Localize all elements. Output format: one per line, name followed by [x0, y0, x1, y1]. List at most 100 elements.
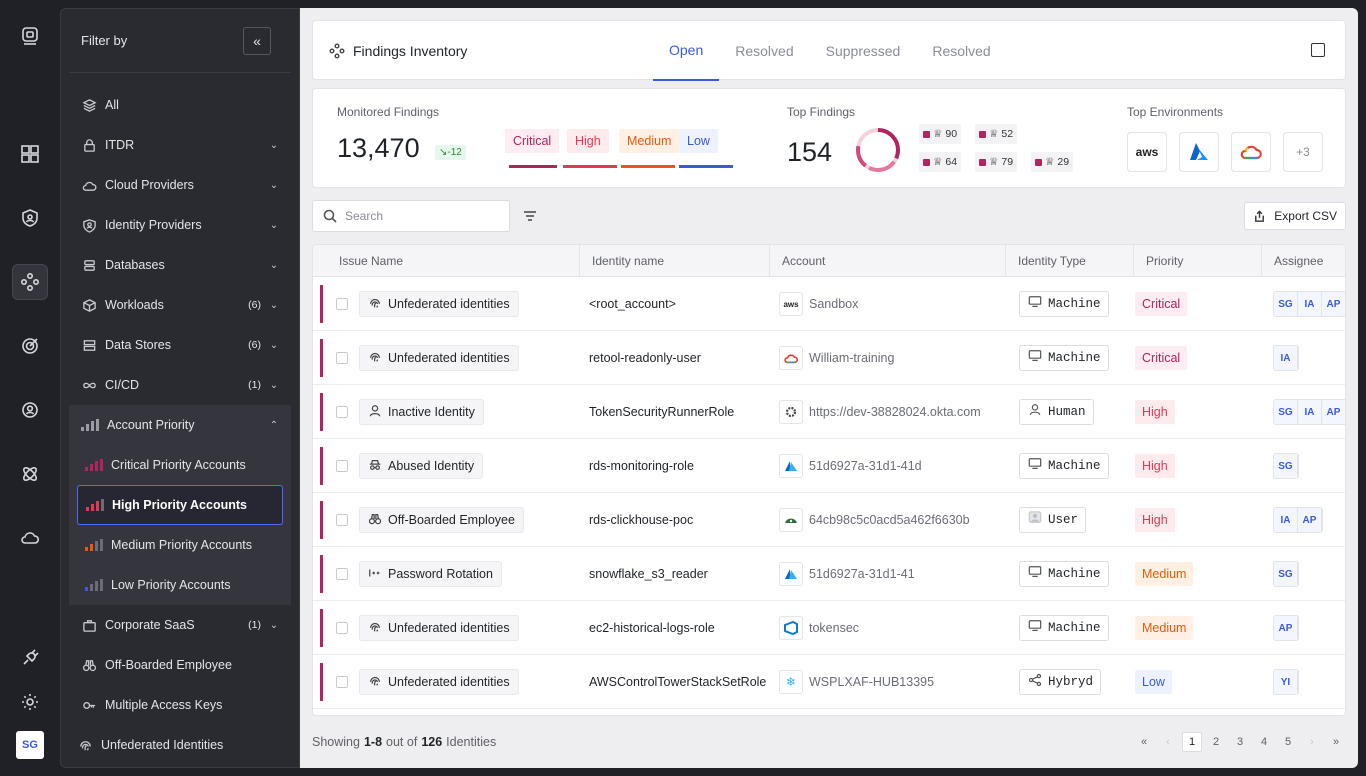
priority-chip-low[interactable]: Low	[679, 129, 718, 153]
collapse-sidebar-button[interactable]: «	[243, 26, 271, 55]
identity-name[interactable]: rds-clickhouse-poc	[589, 513, 694, 527]
issue-tag[interactable]: Unfederated identities	[359, 615, 519, 641]
col-identity-type[interactable]: Identity Type	[1005, 245, 1133, 277]
account-name[interactable]: 64cb98c5c0acd5a462f6630b	[809, 513, 970, 527]
assignee-avatar[interactable]: AP	[1274, 616, 1298, 640]
chevron-down-icon[interactable]: ⌄	[269, 219, 279, 231]
aws-logo[interactable]: aws	[1127, 132, 1167, 172]
identity-name[interactable]: rds-monitoring-role	[589, 459, 694, 473]
assignee-avatar[interactable]: AP	[1322, 292, 1345, 316]
shield-user-icon[interactable]	[12, 200, 48, 236]
tab-resolved-2[interactable]: Resolved	[932, 43, 991, 59]
filter-item-unfederated-identities[interactable]: Unfederated Identities	[61, 725, 299, 765]
gcp-logo[interactable]	[1231, 132, 1271, 172]
col-priority[interactable]: Priority	[1133, 245, 1261, 277]
filter-item-cloud-providers[interactable]: Cloud Providers ⌄	[61, 165, 299, 205]
page-button[interactable]: 5	[1284, 736, 1292, 748]
priority-chip-medium[interactable]: Medium	[619, 129, 680, 153]
table-row[interactable]: Unfederated identities ec2-historical-log…	[313, 601, 1345, 655]
account-name[interactable]: 51d6927a-31d1-41	[809, 567, 915, 581]
next-page-icon[interactable]: ›	[1310, 736, 1314, 748]
assignee-avatar[interactable]: AP	[1298, 508, 1322, 532]
account-name[interactable]: WSPLXAF-HUB13395	[809, 675, 935, 689]
table-row[interactable]: Inactive Identity TokenSecurityRunnerRole…	[313, 385, 1345, 439]
filter-sub-medium-priority-accounts[interactable]: Medium Priority Accounts	[69, 525, 291, 565]
issue-tag[interactable]: Unfederated identities	[359, 345, 519, 371]
page-button[interactable]: 1	[1182, 732, 1202, 752]
issue-tag[interactable]: Unfederated identities	[359, 291, 519, 317]
issue-tag[interactable]: Off-Boarded Employee	[359, 507, 524, 533]
filter-sub-low-priority-accounts[interactable]: Low Priority Accounts	[69, 565, 291, 605]
expand-icon[interactable]	[1311, 43, 1325, 57]
filter-item-data-stores[interactable]: Data Stores (6) ⌄	[61, 325, 299, 365]
top-finding-chip[interactable]: ♕ 64	[919, 152, 962, 172]
identity-name[interactable]: TokenSecurityRunnerRole	[589, 405, 735, 419]
chevron-down-icon[interactable]: ⌄	[269, 379, 279, 391]
atom-icon[interactable]	[12, 456, 48, 492]
filter-item-itdr[interactable]: ITDR ⌄	[61, 125, 299, 165]
identity-name[interactable]: AWSControlTowerStackSetRole	[589, 675, 767, 689]
identity-name[interactable]: snowflake_s3_reader	[589, 567, 708, 581]
table-row[interactable]: Unfederated identities AWSControlTowerSta…	[313, 655, 1345, 709]
priority-chip-high[interactable]: High	[567, 129, 609, 153]
gear-icon[interactable]	[12, 684, 48, 720]
row-checkbox[interactable]	[336, 568, 348, 580]
identity-name[interactable]: ec2-historical-logs-role	[589, 621, 715, 635]
assignee-avatar[interactable]: IA	[1274, 346, 1298, 370]
more-environments[interactable]: +3	[1283, 132, 1323, 172]
top-finding-chip[interactable]: ♕ 52	[975, 124, 1018, 144]
assignee-avatar[interactable]: SG	[1274, 292, 1298, 316]
account-name[interactable]: tokensec	[809, 621, 860, 635]
table-row[interactable]: Password Rotation snowflake_s3_reader 51d6…	[313, 547, 1345, 601]
filter-item-identity-providers[interactable]: Identity Providers ⌄	[61, 205, 299, 245]
assignee-avatar[interactable]: SG	[1274, 562, 1298, 586]
filter-item-corporate-saas[interactable]: Corporate SaaS (1) ⌄	[61, 605, 299, 645]
chevron-down-icon[interactable]: ⌄	[269, 139, 279, 151]
row-checkbox[interactable]	[336, 460, 348, 472]
issue-tag[interactable]: Password Rotation	[359, 561, 502, 587]
chevron-down-icon[interactable]: ⌄	[269, 179, 279, 191]
tab-suppressed[interactable]: Suppressed	[825, 43, 901, 59]
top-finding-chip[interactable]: ♕ 90	[919, 124, 962, 144]
chevron-down-icon[interactable]: ⌄	[269, 299, 279, 311]
chevron-up-icon[interactable]: ⌃	[269, 419, 279, 431]
row-checkbox[interactable]	[336, 622, 348, 634]
azure-logo[interactable]	[1179, 132, 1219, 172]
table-row[interactable]: Unfederated identities retool-readonly-us…	[313, 331, 1345, 385]
avatar[interactable]: SG	[16, 731, 44, 759]
dashboard-icon[interactable]	[12, 136, 48, 172]
priority-chip-critical[interactable]: Critical	[505, 129, 560, 153]
issue-tag[interactable]: Unfederated identities	[359, 669, 519, 695]
filter-item-off-boarded-employee[interactable]: Off-Boarded Employee	[61, 645, 299, 685]
table-row[interactable]: Abused Identity rds-monitoring-role 51d692…	[313, 439, 1345, 493]
row-checkbox[interactable]	[336, 352, 348, 364]
assignee-avatar[interactable]: YI	[1274, 670, 1298, 694]
tab-resolved[interactable]: Resolved	[735, 43, 794, 59]
filter-icon[interactable]	[522, 208, 538, 224]
page-button[interactable]: 3	[1236, 736, 1244, 748]
page-button[interactable]: 4	[1260, 736, 1268, 748]
chevron-down-icon[interactable]: ⌄	[269, 619, 279, 631]
issue-tag[interactable]: Abused Identity	[359, 453, 484, 479]
filter-item-workloads[interactable]: Workloads (6) ⌄	[61, 285, 299, 325]
table-row[interactable]: Off-Boarded Employee rds-clickhouse-poc 64…	[313, 493, 1345, 547]
table-row[interactable]: Unfederated identities <root_account> aws S…	[313, 277, 1345, 331]
identity-name[interactable]: retool-readonly-user	[589, 351, 701, 365]
cloud-icon[interactable]	[12, 520, 48, 556]
account-name[interactable]: Sandbox	[809, 297, 859, 311]
filter-item-multiple-access-keys[interactable]: Multiple Access Keys	[61, 685, 299, 725]
search-box[interactable]	[312, 200, 510, 232]
page-button[interactable]: 2	[1212, 736, 1220, 748]
filter-item-ci-cd[interactable]: CI/CD (1) ⌄	[61, 365, 299, 405]
row-checkbox[interactable]	[336, 676, 348, 688]
identity-name[interactable]: <root_account>	[589, 297, 676, 311]
account-name[interactable]: https://dev-38828024.okta.com	[809, 405, 981, 419]
assignee-avatar[interactable]: SG	[1274, 454, 1298, 478]
col-identity-name[interactable]: Identity name	[579, 245, 779, 277]
filter-item-databases[interactable]: Databases ⌄	[61, 245, 299, 285]
filter-item-all[interactable]: All	[61, 85, 299, 125]
chevron-down-icon[interactable]: ⌄	[269, 339, 279, 351]
search-input[interactable]	[345, 209, 495, 223]
identity-icon[interactable]	[12, 392, 48, 428]
filter-sub-high-priority-accounts[interactable]: High Priority Accounts	[77, 485, 283, 525]
